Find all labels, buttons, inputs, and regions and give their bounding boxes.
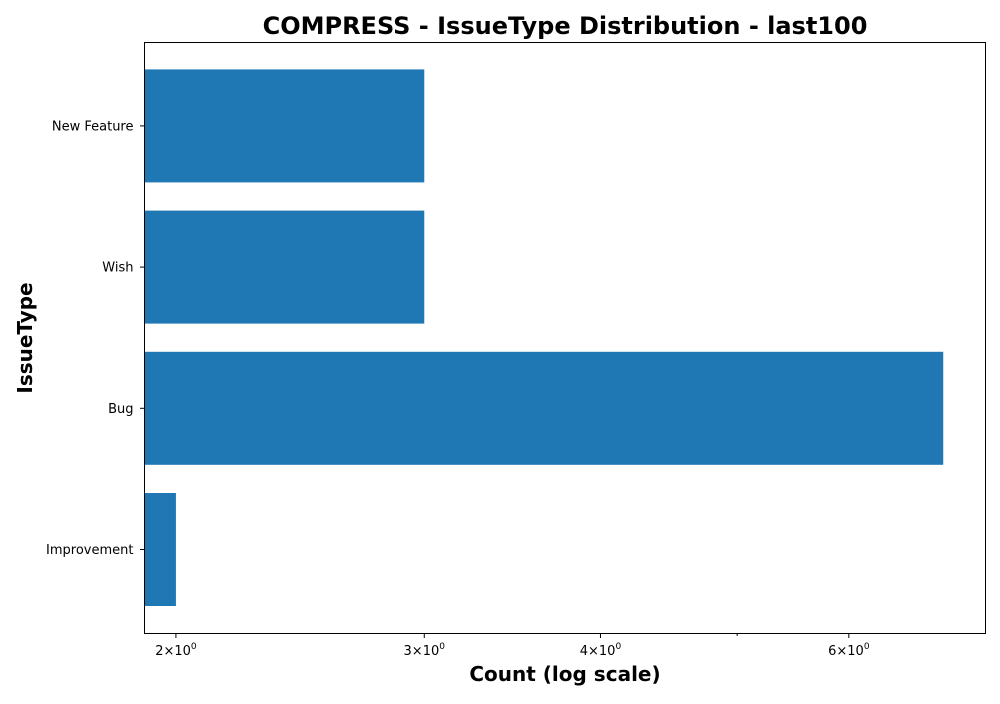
- y-axis-label: IssueType: [13, 282, 37, 393]
- y-tick-label: New Feature: [52, 119, 134, 134]
- x-tick-label: 3×100: [404, 642, 446, 659]
- bar-new-feature: [144, 69, 425, 183]
- x-tick-label: 6×100: [828, 642, 870, 659]
- bar-improvement: [144, 493, 176, 606]
- bar-wish: [144, 210, 425, 324]
- y-tick-label: Improvement: [46, 543, 133, 558]
- bars-layer: [144, 69, 944, 606]
- x-tick-label: 4×100: [580, 642, 622, 659]
- y-tick-label: Wish: [102, 261, 133, 276]
- x-tick-label: 2×100: [155, 642, 197, 659]
- plot-frame: [144, 42, 986, 634]
- bar-bug: [144, 351, 944, 465]
- x-axis-label: Count (log scale): [469, 662, 660, 686]
- ticks-layer: Improvement Bug Wish New Feature 2×100 3×100 4…: [46, 119, 870, 659]
- chart-title: COMPRESS - IssueType Distribution - last…: [263, 12, 868, 40]
- y-tick-label: Bug: [108, 402, 133, 417]
